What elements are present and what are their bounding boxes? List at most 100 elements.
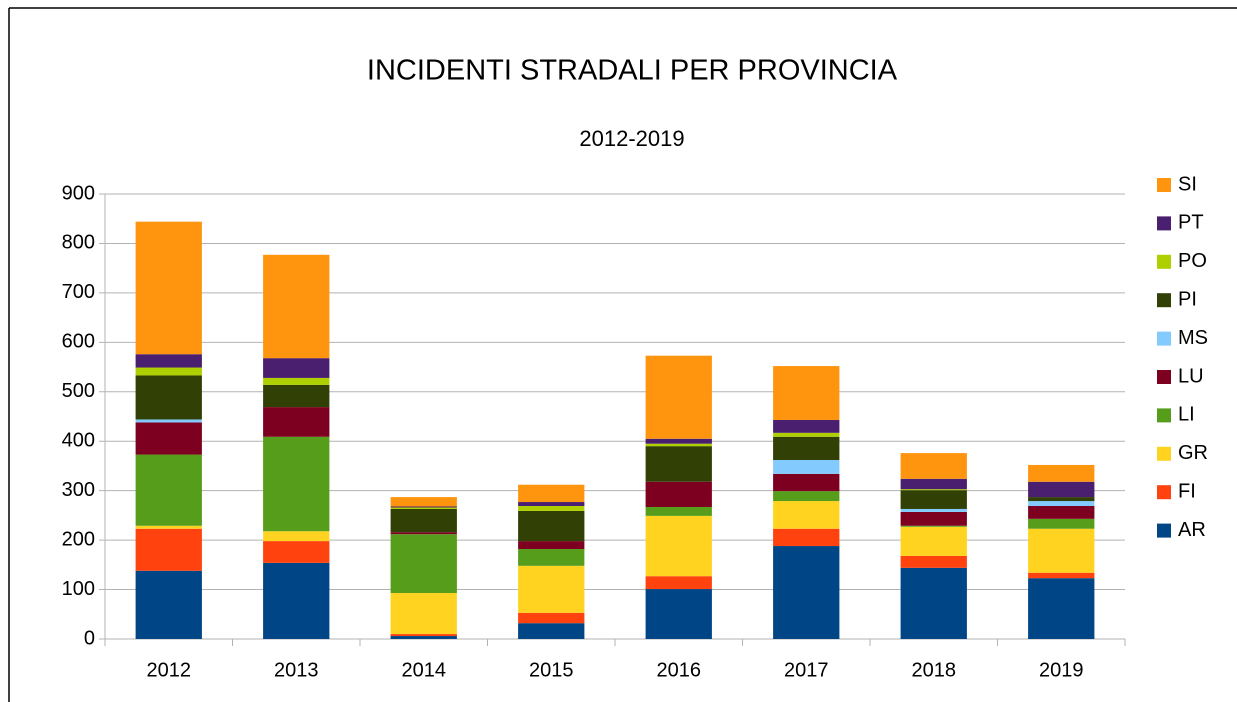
bar-segment: [645, 481, 712, 507]
bar-segment: [900, 508, 967, 512]
bar-segment: [135, 375, 202, 420]
legend-swatch: [1157, 446, 1171, 461]
bar-segment: [1028, 464, 1095, 482]
chart-title: INCIDENTI STRADALI PER PROVINCIA: [367, 55, 898, 87]
x-tick-label: 2017: [784, 659, 829, 681]
bar-segment: [900, 489, 967, 491]
legend-label: MS: [1178, 327, 1208, 349]
bar-segment: [263, 254, 330, 359]
bar-segment: [773, 491, 840, 502]
bar-segment: [263, 562, 330, 639]
bar-segment: [1028, 505, 1095, 519]
bar-segment: [390, 507, 457, 509]
legend-label: GR: [1178, 442, 1208, 464]
bar-segment: [1028, 497, 1095, 502]
y-tick-label: 600: [62, 331, 95, 353]
bar-segment: [1028, 572, 1095, 579]
legend-swatch: [1157, 370, 1171, 384]
bar-segment: [645, 506, 712, 516]
y-tick-label: 100: [62, 578, 95, 600]
legend-label: PO: [1178, 250, 1207, 272]
x-tick-label: 2014: [402, 659, 447, 681]
x-tick-label: 2019: [1039, 659, 1084, 681]
bar-segment: [1028, 528, 1095, 573]
bar-segment: [263, 407, 330, 437]
bar-segment: [645, 355, 712, 439]
bar-segment: [645, 446, 712, 482]
bar-segment: [135, 570, 202, 639]
bar-segment: [773, 546, 840, 639]
bar-segment: [135, 354, 202, 368]
bar-segment: [900, 511, 967, 526]
y-tick-label: 200: [62, 528, 95, 550]
x-tick-label: 2018: [912, 659, 957, 681]
y-tick-label: 400: [62, 430, 95, 452]
bar-segment: [773, 436, 840, 461]
bar-segment: [263, 541, 330, 563]
bar-segment: [1028, 501, 1095, 506]
legend-label: PI: [1178, 288, 1197, 310]
legend-label: LU: [1178, 365, 1204, 387]
bar-segment: [390, 593, 457, 635]
bar-segment: [135, 525, 202, 529]
bar-segment: [135, 422, 202, 455]
legend-label: AR: [1178, 519, 1206, 541]
bar-segment: [135, 367, 202, 376]
legend-label: SI: [1178, 173, 1197, 195]
bar-segment: [773, 460, 840, 474]
bar-segment: [518, 623, 585, 639]
bar-segment: [900, 526, 967, 556]
bar-segment: [1028, 481, 1095, 498]
bar-segment: [518, 505, 585, 511]
legend-swatch: [1157, 523, 1171, 538]
bar-segment: [900, 478, 967, 490]
bar-segment: [135, 221, 202, 355]
bar-segment: [645, 515, 712, 577]
bar-segment: [900, 453, 967, 479]
legend-swatch: [1157, 331, 1171, 346]
legend-swatch: [1157, 178, 1171, 192]
bar-segment: [390, 534, 457, 594]
bar-segment: [900, 525, 967, 527]
bar-segment: [390, 508, 457, 533]
bar-segment: [900, 555, 967, 568]
y-tick-label: 700: [62, 281, 95, 303]
bar-segment: [645, 438, 712, 444]
x-tick-label: 2012: [147, 659, 192, 681]
bar-segment: [390, 506, 457, 508]
y-tick-label: 500: [62, 380, 95, 402]
bar-segment: [135, 419, 202, 423]
bar-segment: [645, 589, 712, 639]
bar-segment: [1028, 578, 1095, 639]
bar-segment: [263, 358, 330, 378]
bar-segment: [773, 501, 840, 529]
bar-segment: [390, 636, 457, 639]
legend-swatch: [1157, 254, 1171, 269]
bar-segment: [773, 432, 840, 437]
bar-segment: [135, 454, 202, 526]
bar-segment: [773, 366, 840, 420]
legend-label: PT: [1178, 212, 1204, 234]
bar-segment: [390, 532, 457, 535]
bar-segment: [518, 549, 585, 566]
chart-subtitle: 2012-2019: [579, 126, 684, 151]
bar-segment: [773, 419, 840, 433]
bar-segment: [645, 576, 712, 590]
bar-segment: [645, 443, 712, 447]
x-tick-label: 2015: [529, 659, 574, 681]
legend-swatch: [1157, 293, 1171, 308]
legend-label: FI: [1178, 480, 1196, 502]
bar-segment: [263, 384, 330, 408]
bar-segment: [900, 567, 967, 639]
bar-segment: [263, 531, 330, 542]
bar-segment: [518, 502, 585, 506]
bar-segment: [263, 377, 330, 385]
bar-segment: [263, 436, 330, 532]
y-tick-label: 0: [84, 627, 95, 649]
bar-segment: [518, 565, 585, 613]
y-tick-label: 900: [62, 182, 95, 204]
bar-segment: [390, 634, 457, 637]
bar-segment: [773, 473, 840, 492]
y-tick-label: 800: [62, 232, 95, 254]
